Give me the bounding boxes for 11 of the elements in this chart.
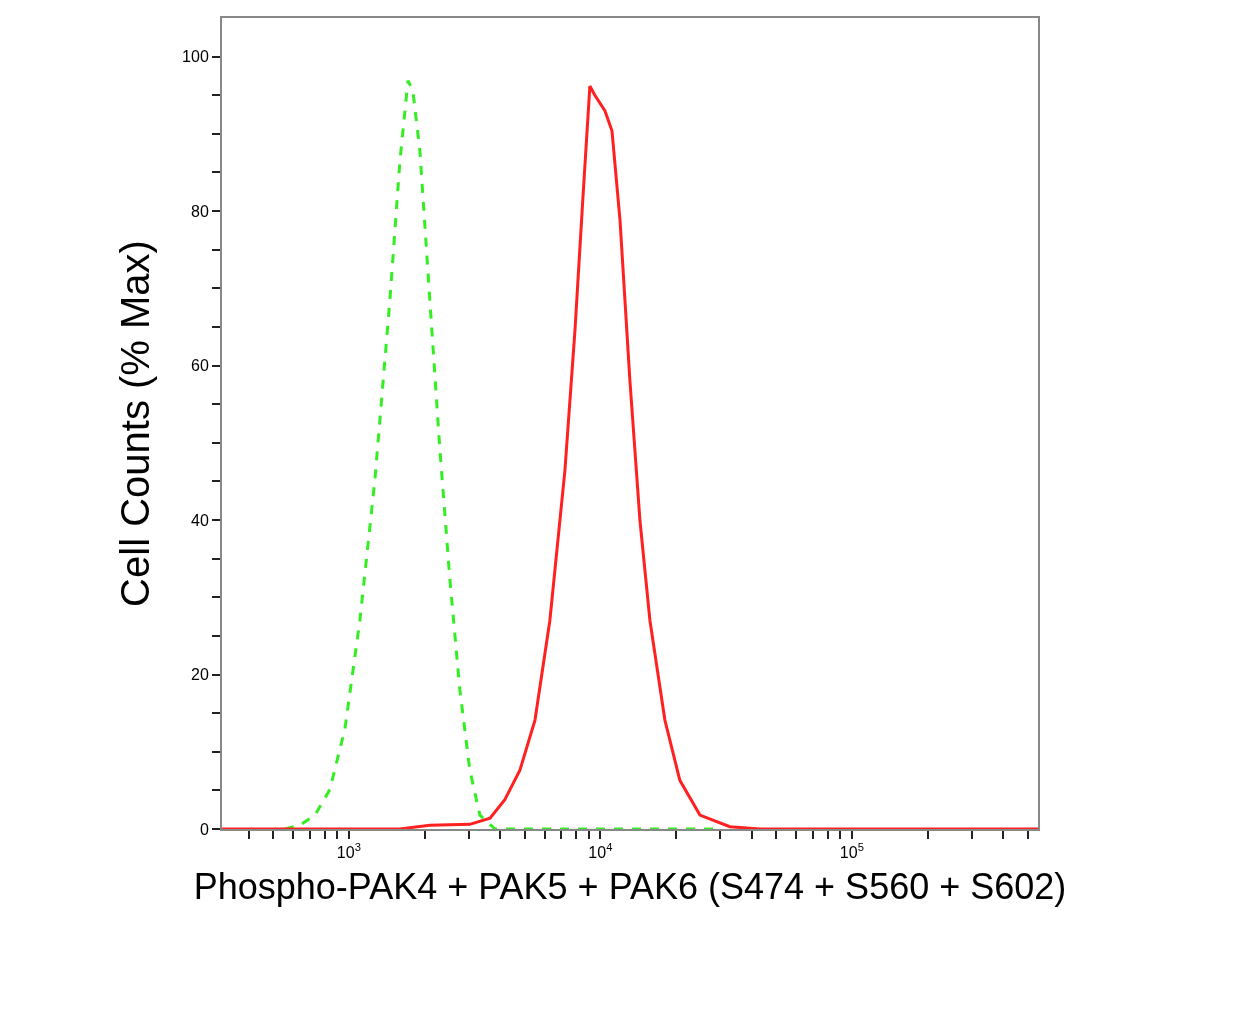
y-tick-label: 20 [191,666,209,684]
y-tick-label: 80 [191,202,209,220]
x-tick-label: 10$^{3}$ [336,841,361,862]
y-tick-label: 0 [199,820,209,838]
y-axis-title: Cell Counts (% Max) [113,240,158,607]
y-tick-label: 100 [182,48,209,66]
x-tick-label: 10$^{4}$ [588,841,613,862]
y-tick-label: 40 [191,511,209,529]
x-axis-title: Phospho-PAK4 + PAK5 + PAK6 (S474 + S560 + S602) [193,866,1067,908]
y-tick-label: 60 [191,357,209,375]
x-tick-label: 10$^{5}$ [839,841,864,862]
